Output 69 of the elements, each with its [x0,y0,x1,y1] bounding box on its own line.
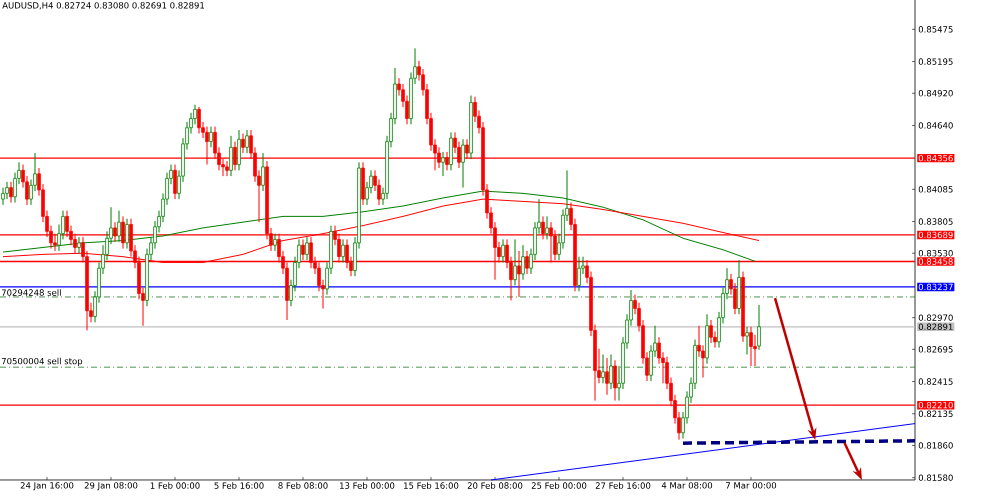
y-tick-label: 0.82135 [918,410,953,418]
candlestick [197,106,201,135]
candlestick [525,250,529,275]
y-tick-label: 0.82695 [918,346,953,353]
candlestick [601,354,605,384]
x-tick-label: 27 Feb 16:00 [595,482,651,489]
y-tick-label: 0.85475 [918,26,953,33]
candlestick [341,238,345,263]
ref-line-label: 0.83458 [918,258,953,265]
ref-line-label: 0.84356 [918,154,953,162]
x-tick-label: 4 Mar 08:00 [661,482,713,489]
candlestick [225,160,229,177]
candlestick [209,126,213,148]
y-tick-label: 0.83530 [918,250,953,257]
candlestick [241,133,245,154]
y-tick-label: 0.84640 [918,122,953,129]
x-tick-label: 5 Feb 16:00 [214,482,264,489]
candlestick [77,236,81,254]
candlestick [577,256,581,292]
candlestick [9,181,13,204]
candlestick [245,129,249,154]
x-tick-label: 7 Mar 00:00 [726,482,777,489]
x-tick-label: 25 Feb 00:00 [531,482,587,489]
ref-line-label: 70294248 sell [1,289,61,296]
candlestick [757,304,761,351]
x-tick-label: 24 Jan 16:00 [20,482,74,491]
candlestick [513,238,517,286]
y-tick-label: 0.81580 [918,474,953,481]
candlestick [121,215,125,250]
candlestick [113,221,117,243]
x-tick-label: 1 Feb 00:00 [150,482,200,489]
x-tick-label: 20 Feb 08:00 [467,482,523,489]
y-tick-label: 0.81860 [918,442,953,449]
x-tick-label: 15 Feb 16:00 [404,482,459,489]
candlestick [229,135,233,177]
candlestick [461,138,465,189]
y-tick-label: 0.84920 [918,90,953,97]
candlestick [441,151,445,177]
candlestick [609,354,613,390]
candlestick [521,244,525,281]
candlestick [273,233,277,252]
ref-line-label: 0.82210 [918,401,953,409]
ref-line-label: 0.82891 [918,323,953,330]
candlestick [445,151,449,171]
x-tick-label: 13 Feb 00:00 [340,482,395,489]
candlestick [125,218,129,250]
chart-title: AUDUSD,H4 0.82724 0.83080 0.82691 0.82891 [2,2,205,10]
y-tick-label: 0.82415 [918,378,953,385]
candlestick [749,326,753,367]
candlestick [545,215,549,240]
ref-line-label: 0.83689 [918,231,953,239]
candlestick [745,326,749,356]
candlestick [173,164,177,200]
candlestick [261,152,265,192]
candlestick [233,141,237,171]
x-tick-label: 29 Jan 08:00 [84,482,138,491]
candlestick [501,238,505,263]
candlestick [117,210,121,243]
ref-line-label: 0.83237 [918,283,953,291]
candlestick [305,236,309,261]
ref-line-label: 70500004 sell stop [1,357,83,366]
candlestick [605,357,609,396]
y-tick-label: 0.84085 [918,186,953,193]
y-tick-label: 0.83805 [918,218,953,225]
candlestick [613,359,617,402]
x-tick-label: 8 Feb 08:00 [278,482,328,489]
candlestick [709,319,713,344]
y-tick-label: 0.85195 [918,58,953,65]
y-tick-label: 0.82970 [918,314,953,321]
